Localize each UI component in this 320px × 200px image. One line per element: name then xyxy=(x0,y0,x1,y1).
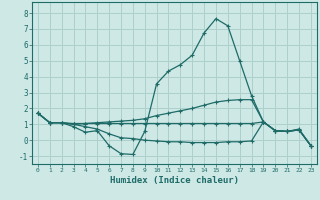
X-axis label: Humidex (Indice chaleur): Humidex (Indice chaleur) xyxy=(110,176,239,185)
